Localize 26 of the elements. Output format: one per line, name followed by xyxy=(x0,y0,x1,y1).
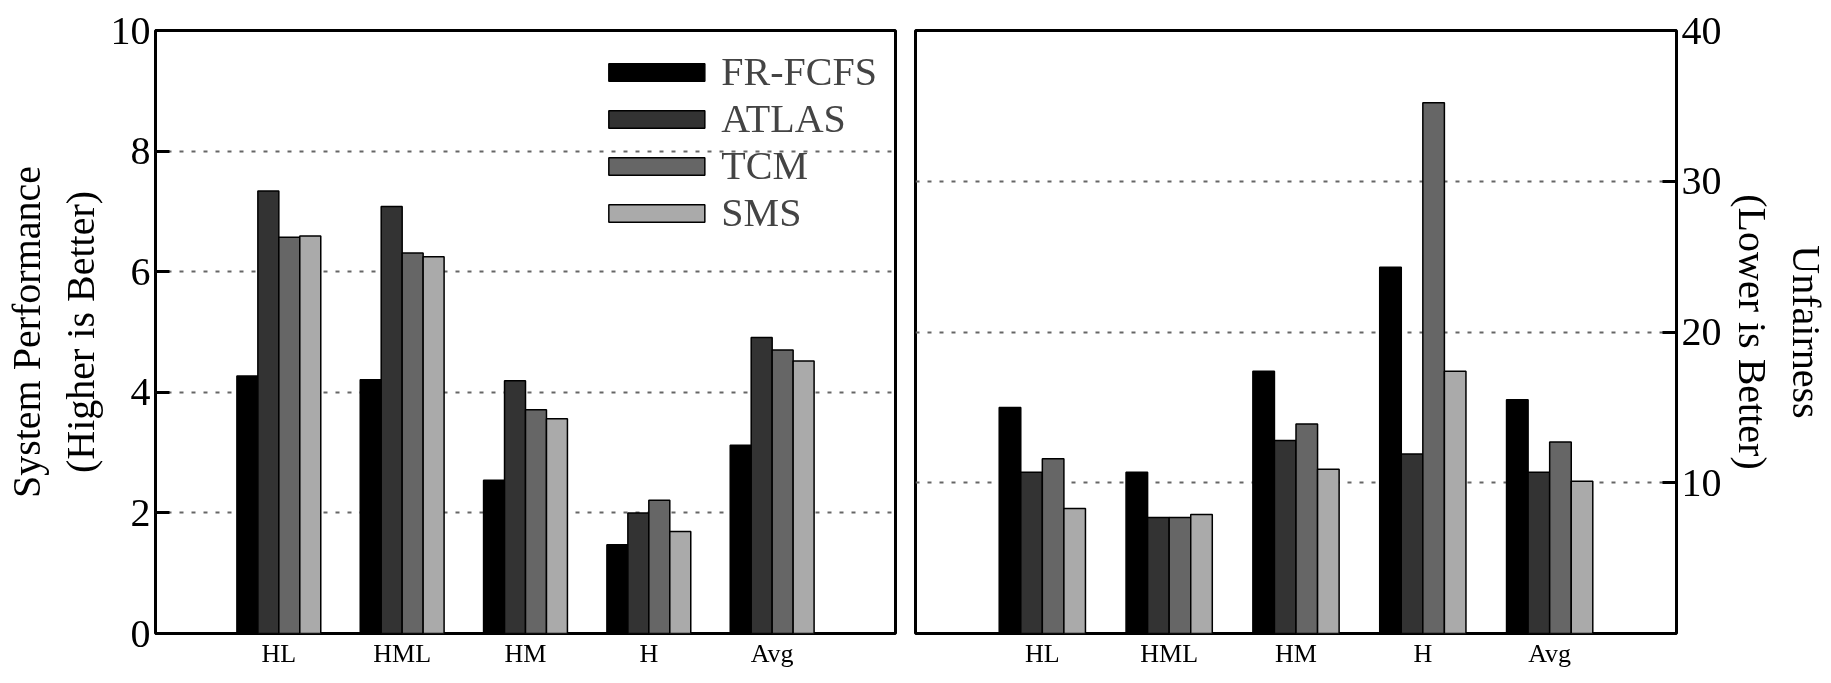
y2-tick-label: 20 xyxy=(1681,309,1722,354)
y-axis-title: System Performance (Higher is Better) xyxy=(3,165,103,499)
y-tick-label: 6 xyxy=(130,248,151,294)
x-tick-label: HML xyxy=(373,638,432,668)
y2-tick-label: 10 xyxy=(1681,459,1722,505)
y-tick-label: 2 xyxy=(130,489,151,535)
y-tick-label: 8 xyxy=(130,128,151,174)
x-tick-label: HML xyxy=(1140,638,1199,668)
legend-label: TCM xyxy=(721,142,809,189)
x-tick-label: H xyxy=(639,638,659,668)
y2-tick-label: 40 xyxy=(1681,7,1722,53)
y-tick-label: 0 xyxy=(130,610,151,656)
x-tick-label: Avg xyxy=(750,638,794,668)
y2-axis-title: Unfairness (Lower is Better) xyxy=(1729,194,1829,470)
x-tick-label: H xyxy=(1413,638,1433,668)
x-tick-label: HM xyxy=(1275,638,1317,668)
x-tick-label: HM xyxy=(504,638,547,668)
y-tick-label: 4 xyxy=(130,369,151,415)
x-tick-label: Avg xyxy=(1528,638,1572,668)
x-tick-label: HL xyxy=(1025,638,1060,668)
legend-label: FR-FCFS xyxy=(721,48,877,95)
legend-label: ATLAS xyxy=(721,95,846,142)
y-tick-label: 10 xyxy=(110,7,151,53)
y2-tick-label: 30 xyxy=(1681,158,1722,204)
x-tick-label: HL xyxy=(261,638,297,668)
legend-label: SMS xyxy=(721,189,802,236)
